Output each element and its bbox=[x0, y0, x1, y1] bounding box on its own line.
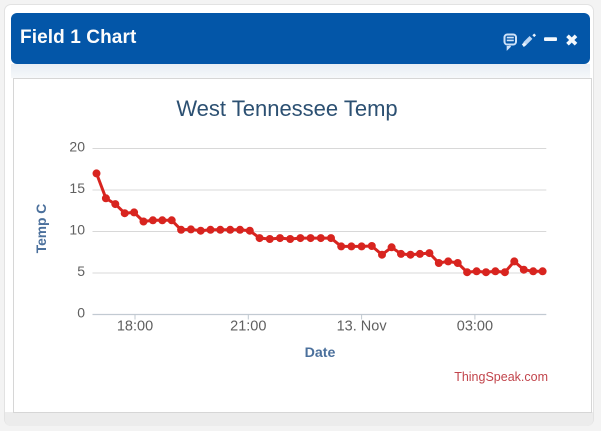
svg-text:5: 5 bbox=[77, 263, 85, 279]
svg-text:0: 0 bbox=[77, 304, 85, 320]
svg-text:Date: Date bbox=[305, 345, 336, 361]
svg-text:20: 20 bbox=[69, 139, 85, 155]
svg-text:03:00: 03:00 bbox=[457, 319, 493, 335]
svg-text:18:00: 18:00 bbox=[117, 319, 153, 335]
svg-text:21:00: 21:00 bbox=[230, 319, 266, 335]
svg-text:ThingSpeak.com: ThingSpeak.com bbox=[454, 370, 548, 384]
svg-text:West Tennessee Temp: West Tennessee Temp bbox=[176, 96, 397, 121]
svg-text:Temp C: Temp C bbox=[34, 204, 49, 254]
svg-text:13. Nov: 13. Nov bbox=[337, 319, 388, 335]
svg-text:10: 10 bbox=[69, 222, 85, 238]
svg-text:15: 15 bbox=[69, 180, 85, 196]
